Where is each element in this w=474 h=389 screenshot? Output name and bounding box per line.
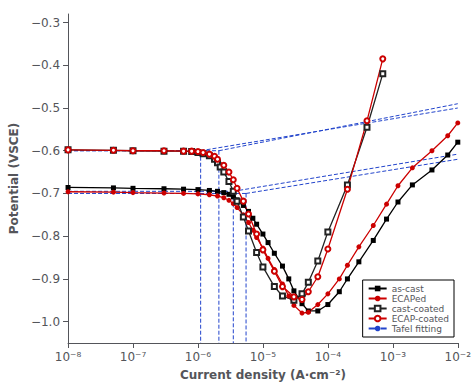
svg-text:−0.8: −0.8 <box>31 229 60 243</box>
svg-text:ECAP-coated: ECAP-coated <box>392 314 449 324</box>
svg-text:Current density (A·cm⁻²): Current density (A·cm⁻²) <box>180 368 346 382</box>
svg-text:−1.0: −1.0 <box>31 315 60 329</box>
svg-text:cast-coated: cast-coated <box>392 304 445 314</box>
svg-text:10⁻³: 10⁻³ <box>380 350 407 364</box>
svg-text:−0.6: −0.6 <box>31 144 60 158</box>
svg-text:−0.7: −0.7 <box>31 186 60 200</box>
svg-text:−0.3: −0.3 <box>31 16 60 30</box>
svg-text:10⁻⁸: 10⁻⁸ <box>55 350 82 364</box>
svg-text:10⁻⁴: 10⁻⁴ <box>315 350 342 364</box>
svg-text:Potential (VSCE): Potential (VSCE) <box>7 123 21 235</box>
svg-text:Tafel fitting: Tafel fitting <box>391 324 442 334</box>
svg-text:−0.9: −0.9 <box>31 272 60 286</box>
svg-text:ECAPed: ECAPed <box>392 294 426 304</box>
svg-text:10⁻⁶: 10⁻⁶ <box>185 350 212 364</box>
svg-text:−0.4: −0.4 <box>31 58 60 72</box>
svg-text:10⁻²: 10⁻² <box>445 350 472 364</box>
svg-text:10⁻⁷: 10⁻⁷ <box>120 350 147 364</box>
svg-text:as-cast: as-cast <box>392 284 425 294</box>
svg-text:10⁻⁵: 10⁻⁵ <box>250 350 277 364</box>
svg-text:−0.5: −0.5 <box>31 101 60 115</box>
